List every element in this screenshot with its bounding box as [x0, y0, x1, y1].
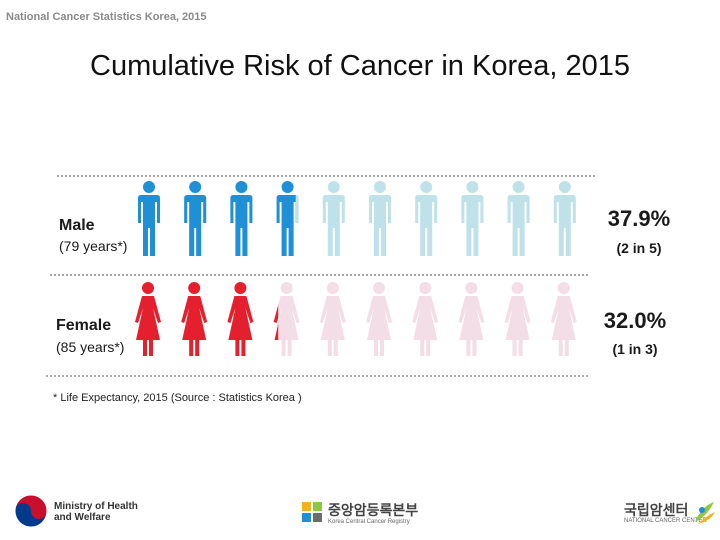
page-title: Cumulative Risk of Cancer in Korea, 2015: [90, 50, 630, 82]
female-person-icon: [227, 282, 254, 356]
female-person-icon: [181, 282, 208, 356]
registry-logo-icon: [302, 502, 322, 522]
female-person-icon: [273, 282, 300, 356]
female-label: Female: [56, 317, 112, 334]
male-percent: 37.9%: [607, 206, 671, 231]
male-person-icon: [369, 181, 391, 256]
ministry-name-line2: and Welfare: [54, 512, 111, 523]
nci-logo-icon: [695, 502, 715, 524]
male-ratio: (2 in 5): [616, 240, 662, 256]
male-person-icon: [461, 181, 484, 256]
male-person-icon: [230, 181, 253, 256]
male-person-icon: [276, 181, 299, 256]
male-person-icon: [138, 181, 160, 256]
male-person-icon: [553, 181, 576, 256]
female-subtitle: (85 years*): [56, 339, 125, 355]
male-person-icon: [507, 181, 530, 256]
male-person-icon: [184, 181, 207, 256]
ministry-emblem-icon: [14, 494, 48, 528]
female-person-icon: [135, 282, 161, 356]
male-label: Male: [59, 217, 95, 234]
male-subtitle: (79 years*): [59, 238, 128, 254]
female-percent: 32.0%: [603, 308, 667, 333]
pictograph-icons: [135, 181, 577, 356]
registry-name-korean: 중앙암등록본부: [328, 502, 419, 518]
nci-name-english: NATIONAL CANCER CENTER: [624, 518, 707, 524]
female-person-icon: [412, 282, 439, 356]
female-ratio: (1 in 3): [612, 341, 658, 357]
ministry-name-line1: Ministry of Health: [54, 501, 138, 512]
footnote: * Life Expectancy, 2015 (Source : Statis…: [53, 392, 302, 404]
female-person-icon: [366, 282, 392, 356]
female-person-icon: [458, 282, 485, 356]
male-person-icon: [415, 181, 438, 256]
female-person-icon: [550, 282, 577, 356]
header-note: National Cancer Statistics Korea, 2015: [6, 11, 207, 23]
registry-name-english: Korea Central Cancer Registry: [328, 519, 410, 525]
nci-name-korean: 국립암센터: [624, 502, 689, 518]
male-person-icon: [322, 181, 345, 256]
female-person-icon: [504, 282, 531, 356]
female-person-icon: [319, 282, 346, 356]
row-separators: [46, 175, 595, 377]
